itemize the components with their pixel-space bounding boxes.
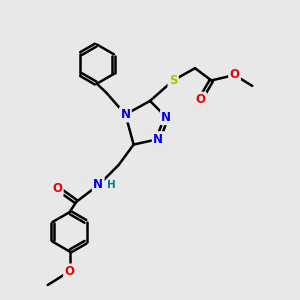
Text: N: N [93,178,103,190]
Text: N: N [161,111,171,124]
Text: S: S [169,74,177,87]
Text: O: O [230,68,239,82]
Text: N: N [153,133,163,146]
Text: O: O [64,265,74,278]
Text: H: H [107,181,116,190]
Text: O: O [52,182,62,195]
Text: O: O [196,93,206,106]
Text: N: N [121,108,130,121]
